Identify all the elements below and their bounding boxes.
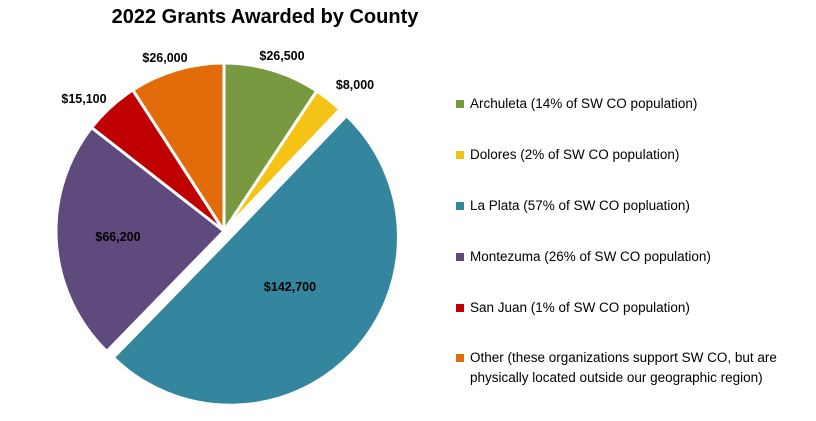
pie-slice-1 <box>222 89 342 233</box>
data-label-1: $8,000 <box>336 78 374 92</box>
pie-slice-5 <box>131 61 226 233</box>
data-labels: $26,500 $8,000 $142,700 $66,200 $15,100 $26,0… <box>61 49 374 294</box>
legend-label-1: Dolores (2% of SW CO population) <box>470 147 680 162</box>
legend-item-0: Archuleta (14% of SW CO population) <box>456 94 697 114</box>
legend-swatch-5 <box>456 354 464 362</box>
pie-slice-2 <box>111 114 400 407</box>
legend-swatch-4 <box>456 304 464 312</box>
legend-item-4: San Juan (1% of SW CO population) <box>456 298 690 318</box>
data-label-5: $26,000 <box>142 51 187 65</box>
legend-swatch-2 <box>456 202 464 210</box>
legend-swatch-1 <box>456 151 464 159</box>
chart-title: 2022 Grants Awarded by County <box>111 6 419 28</box>
legend-swatch-3 <box>456 253 464 261</box>
pie-slice-3 <box>54 126 226 353</box>
legend-swatch-0 <box>456 100 464 108</box>
pie-slices <box>54 61 400 407</box>
data-label-3: $66,200 <box>95 230 140 244</box>
legend-label-3: Montezuma (26% of SW CO population) <box>470 249 711 264</box>
legend-item-3: Montezuma (26% of SW CO population) <box>456 247 711 267</box>
data-label-2: $142,700 <box>264 280 316 294</box>
legend-item-5: Other (these organizations support SW CO… <box>456 348 808 388</box>
pie-slice-0 <box>222 61 319 233</box>
data-label-0: $26,500 <box>259 49 304 63</box>
legend-item-2: La Plata (57% of SW CO popluation) <box>456 196 690 216</box>
legend-item-1: Dolores (2% of SW CO population) <box>456 145 679 165</box>
legend-label-0: Archuleta (14% of SW CO population) <box>470 96 698 111</box>
data-label-4: $15,100 <box>61 92 106 106</box>
legend-label-4: San Juan (1% of SW CO population) <box>470 300 690 315</box>
legend-label-2: La Plata (57% of SW CO popluation) <box>470 198 690 213</box>
legend-label-5: Other (these organizations support SW CO… <box>470 350 777 385</box>
